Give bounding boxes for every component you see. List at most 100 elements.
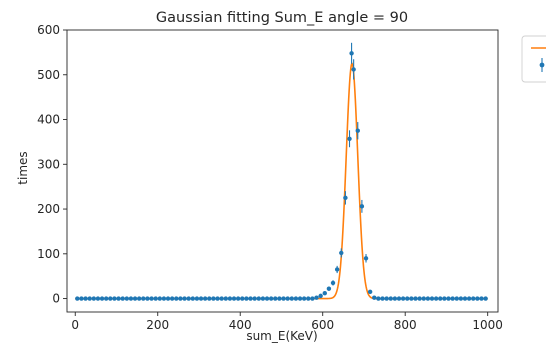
data-point	[264, 296, 270, 301]
data-point	[384, 296, 389, 301]
x-tick-label: 200	[146, 318, 169, 332]
data-point	[293, 296, 299, 301]
data-point	[334, 267, 340, 272]
data-point	[211, 296, 216, 301]
data-point	[471, 296, 476, 301]
data-point	[388, 296, 393, 301]
x-tick-label: 400	[229, 318, 252, 332]
data-point	[231, 296, 237, 301]
data-point	[466, 296, 472, 301]
data-point	[182, 296, 187, 301]
data-point	[355, 128, 360, 133]
data-point	[240, 296, 245, 301]
data-point	[392, 296, 398, 301]
y-tick-label: 400	[37, 113, 60, 127]
data-point	[322, 291, 327, 296]
data-point	[120, 296, 125, 301]
data-point	[421, 296, 426, 301]
data-point	[297, 296, 303, 301]
data-point	[194, 296, 200, 301]
data-point	[483, 296, 488, 301]
data-point	[136, 296, 142, 301]
data-point	[413, 296, 418, 301]
data-point	[75, 296, 80, 301]
data-point	[429, 296, 435, 301]
data-point	[343, 195, 348, 201]
data-point	[380, 296, 385, 301]
data-point	[112, 296, 117, 301]
y-axis-label: times	[16, 151, 30, 184]
data-point	[215, 296, 220, 301]
data-point	[359, 204, 365, 209]
data-point	[116, 296, 121, 301]
legend	[521, 35, 546, 83]
data-point	[425, 296, 431, 301]
data-point	[289, 296, 294, 301]
data-point	[277, 296, 282, 301]
data-point	[417, 296, 422, 301]
data-point	[227, 296, 233, 301]
data-point	[128, 296, 134, 301]
data-point	[454, 296, 459, 301]
data-point	[165, 296, 171, 301]
data-point	[330, 280, 336, 286]
data-point	[178, 296, 183, 301]
data-point	[153, 296, 158, 301]
data-point	[433, 296, 439, 301]
data-point	[281, 296, 286, 301]
data-point	[314, 295, 319, 300]
x-tick-label: 600	[311, 318, 334, 332]
data-point	[285, 296, 290, 301]
y-tick-label: 100	[37, 247, 60, 261]
data-point	[405, 296, 410, 301]
data-point	[273, 296, 278, 301]
data-point	[202, 296, 208, 301]
data-point	[219, 296, 224, 301]
data-point	[174, 296, 179, 301]
data-point	[223, 296, 228, 301]
y-tick-label: 500	[37, 68, 60, 82]
data-point	[479, 296, 484, 301]
data-point	[132, 296, 138, 301]
data-point	[306, 296, 311, 301]
data-point	[363, 256, 369, 261]
x-tick-label: 1000	[472, 318, 503, 332]
data-point	[186, 296, 191, 301]
data-point	[351, 67, 356, 72]
data-point	[169, 296, 175, 301]
data-point	[248, 296, 253, 301]
data-point	[145, 296, 150, 301]
chart-title: Gaussian fitting Sum_E angle = 90	[156, 10, 408, 26]
x-tick-label: 800	[394, 318, 417, 332]
data-point	[450, 296, 455, 301]
data-point	[438, 296, 443, 301]
data-point	[268, 296, 274, 301]
data-point	[400, 296, 406, 301]
data-point	[87, 296, 92, 301]
data-point	[99, 296, 105, 301]
data-point	[446, 296, 451, 301]
data-point	[91, 296, 97, 301]
data-point	[260, 296, 266, 301]
data-point	[79, 296, 84, 301]
data-point	[376, 296, 381, 301]
data-point	[108, 296, 113, 301]
legend-point-swatch	[539, 62, 545, 68]
data-point	[339, 250, 344, 256]
data-point	[310, 296, 315, 301]
data-point	[235, 296, 241, 301]
data-point	[256, 296, 261, 301]
data-point	[347, 136, 352, 141]
data-point	[372, 295, 377, 300]
axes: 0 200 400 600 800 1000 0 100 200 300 400 500 600	[37, 23, 503, 332]
data-point	[95, 296, 101, 301]
fit-line	[75, 62, 488, 300]
data-point	[198, 296, 204, 301]
data-point	[124, 296, 130, 301]
data-point	[207, 296, 212, 301]
data-point	[409, 296, 414, 301]
data-point	[244, 296, 249, 301]
data-point	[301, 296, 307, 301]
